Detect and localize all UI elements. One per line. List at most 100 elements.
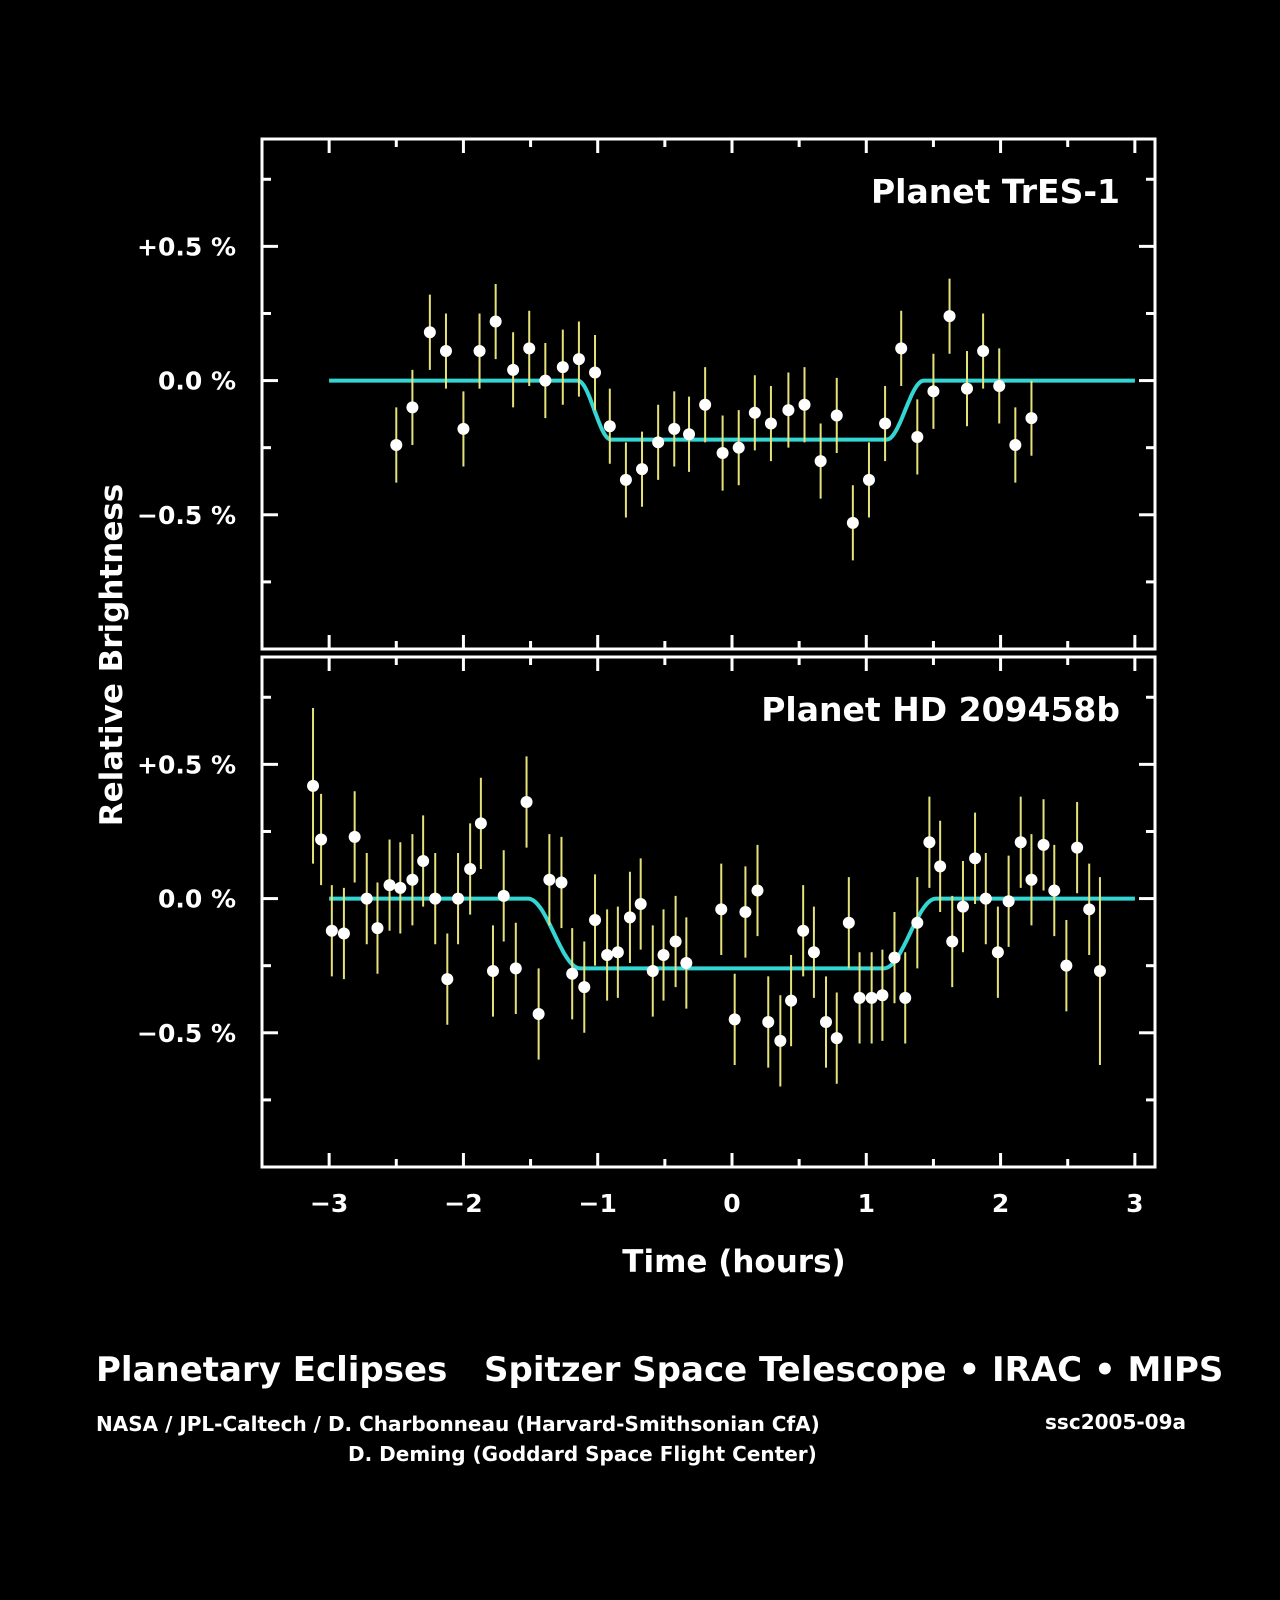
data-point <box>797 924 810 937</box>
panel-title: Planet TrES-1 <box>871 172 1120 211</box>
data-point <box>578 981 591 994</box>
x-tick-label: 3 <box>1126 1189 1143 1218</box>
data-point <box>1037 838 1050 851</box>
data-point <box>669 935 682 948</box>
data-point <box>325 924 338 937</box>
data-point <box>406 873 419 886</box>
data-point <box>814 455 827 468</box>
data-point <box>820 1016 832 1029</box>
data-point <box>961 382 973 395</box>
data-point <box>464 863 477 876</box>
data-point <box>601 948 614 961</box>
data-point <box>943 310 956 323</box>
data-point <box>532 1008 545 1020</box>
x-tick-label: 0 <box>723 1189 740 1218</box>
data-point <box>555 876 568 889</box>
data-point <box>507 363 520 376</box>
data-point <box>307 779 320 792</box>
data-point <box>879 417 892 430</box>
data-point <box>497 889 510 902</box>
plot-frame <box>260 655 1157 1169</box>
data-point <box>390 439 403 451</box>
data-point <box>853 991 866 1004</box>
data-point <box>807 946 820 959</box>
data-point <box>406 401 419 414</box>
data-point <box>1093 965 1106 978</box>
data-point <box>509 962 522 975</box>
data-point <box>611 946 624 959</box>
data-point <box>429 892 442 905</box>
data-point <box>782 404 795 417</box>
data-point <box>680 957 693 969</box>
data-point <box>668 422 681 435</box>
data-point <box>1009 439 1022 451</box>
data-point <box>572 353 585 366</box>
data-point <box>993 379 1006 392</box>
y-tick-label: 0.0 % <box>158 885 236 914</box>
data-point <box>523 342 536 355</box>
data-point <box>623 911 636 924</box>
data-point <box>383 879 396 892</box>
data-point <box>439 345 452 358</box>
data-point <box>895 342 908 355</box>
data-point <box>739 906 752 918</box>
data-point <box>348 830 361 843</box>
data-point <box>774 1034 787 1047</box>
x-tick-label: −3 <box>310 1189 348 1218</box>
data-point <box>371 922 384 935</box>
y-tick-label: −0.5 % <box>137 501 236 530</box>
data-point <box>865 991 878 1004</box>
data-point <box>441 973 454 986</box>
data-point <box>699 398 712 411</box>
x-tick-label: 1 <box>858 1189 875 1218</box>
panel-2: +0.5 % 0.0 % −0.5 % Planet HD 209458b <box>137 655 1157 1169</box>
x-tick-label: −1 <box>579 1189 617 1218</box>
data-point <box>474 817 487 830</box>
data-point <box>619 473 632 486</box>
data-point <box>732 441 745 454</box>
y-tick-label: +0.5 % <box>137 750 236 779</box>
data-point <box>360 892 373 905</box>
data-point <box>762 1016 775 1029</box>
data-point <box>520 795 533 808</box>
x-tick-label: −2 <box>444 1189 482 1218</box>
data-point <box>636 463 649 476</box>
data-point <box>473 345 486 358</box>
data-point <box>1048 884 1061 897</box>
data-point <box>716 447 729 460</box>
plot-frame <box>260 137 1157 651</box>
data-point <box>748 406 761 419</box>
data-point <box>991 946 1004 959</box>
data-point <box>876 989 889 1002</box>
data-point <box>452 892 465 905</box>
data-point <box>715 903 728 916</box>
data-point <box>337 927 350 940</box>
model-curve <box>329 896 1135 971</box>
data-point <box>489 315 502 328</box>
data-point <box>315 833 328 846</box>
data-point <box>911 430 924 443</box>
data-point <box>927 385 940 398</box>
data-point <box>1014 836 1027 849</box>
y-tick-label: 0.0 % <box>158 367 236 396</box>
data-point <box>934 860 947 873</box>
data-point <box>683 428 696 441</box>
credit-line-2: D. Deming (Goddard Space Flight Center) <box>348 1442 817 1466</box>
x-axis-label: Time (hours) <box>622 1244 845 1280</box>
data-point <box>589 914 602 927</box>
x-tick-label: 2 <box>992 1189 1009 1218</box>
data-point <box>888 951 901 964</box>
data-point <box>1071 841 1084 854</box>
data-point <box>634 897 647 910</box>
data-point <box>830 1032 843 1045</box>
data-point <box>1060 959 1073 972</box>
data-point <box>1083 903 1096 916</box>
data-point <box>923 836 936 849</box>
caption-title: Planetary Eclipses <box>96 1350 448 1390</box>
data-point <box>652 436 665 449</box>
data-point <box>798 398 811 411</box>
data-point <box>846 516 859 529</box>
data-point <box>842 916 855 929</box>
data-point <box>1002 895 1015 908</box>
data-point <box>457 422 470 435</box>
